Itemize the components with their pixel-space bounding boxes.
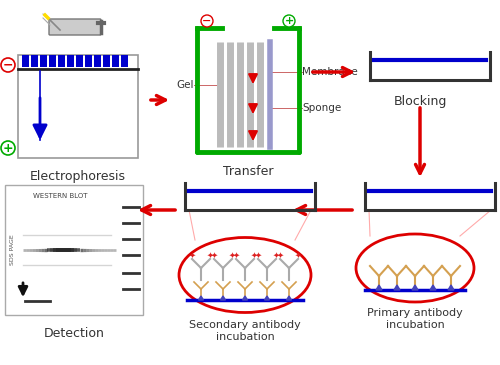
Polygon shape [448, 285, 454, 290]
Text: Detection: Detection [44, 327, 104, 340]
Text: ✦: ✦ [210, 250, 218, 260]
Text: −: − [202, 16, 211, 26]
Text: ✦: ✦ [188, 250, 196, 260]
Text: ✦: ✦ [276, 250, 283, 260]
Bar [85, 55, 92, 67]
Text: +: + [284, 16, 294, 26]
Bar [40, 55, 47, 67]
Text: Gel: Gel [176, 80, 194, 90]
Polygon shape [394, 285, 400, 290]
Text: +: + [2, 142, 14, 154]
Bar [58, 55, 65, 67]
Circle shape [283, 15, 295, 27]
Circle shape [201, 15, 213, 27]
Bar [121, 55, 128, 67]
Text: −: − [3, 58, 13, 72]
Text: ✦: ✦ [294, 250, 302, 260]
Bar [31, 55, 38, 67]
Bar [103, 55, 110, 67]
Bar [5, 185, 143, 315]
Bar [18, 55, 138, 158]
Polygon shape [264, 296, 270, 300]
Bar [49, 55, 56, 67]
Ellipse shape [356, 234, 474, 302]
Bar [67, 55, 74, 67]
Ellipse shape [179, 238, 311, 312]
Bar [76, 55, 83, 67]
Text: Transfer: Transfer [223, 165, 273, 178]
Text: Secondary antibody
incubation: Secondary antibody incubation [189, 320, 301, 342]
Circle shape [1, 58, 15, 72]
Text: Electrophoresis: Electrophoresis [30, 170, 126, 183]
Text: ✦: ✦ [206, 250, 214, 260]
Text: Primary antibody
incubation: Primary antibody incubation [367, 308, 463, 330]
Text: Sponge: Sponge [302, 103, 341, 113]
Polygon shape [220, 296, 226, 300]
Text: Blocking: Blocking [394, 95, 446, 108]
FancyBboxPatch shape [49, 19, 101, 35]
Polygon shape [430, 285, 436, 290]
Bar [112, 55, 119, 67]
Polygon shape [412, 285, 418, 290]
Polygon shape [242, 296, 248, 300]
Bar [94, 55, 101, 67]
Text: ✦: ✦ [232, 250, 239, 260]
Bar [22, 55, 29, 67]
Text: ✦: ✦ [250, 250, 258, 260]
Circle shape [1, 141, 15, 155]
Text: ✦: ✦ [272, 250, 280, 260]
Polygon shape [198, 296, 203, 300]
Text: ✦: ✦ [228, 250, 235, 260]
Polygon shape [286, 296, 292, 300]
Text: WESTERN BLOT: WESTERN BLOT [33, 193, 88, 199]
Polygon shape [376, 285, 382, 290]
Text: Membrane: Membrane [302, 67, 358, 77]
Text: ✦: ✦ [254, 250, 262, 260]
Text: SDS PAGE: SDS PAGE [10, 235, 16, 265]
